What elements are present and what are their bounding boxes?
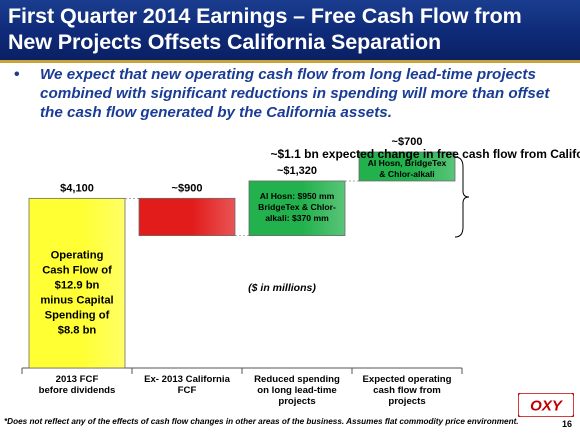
page-number: 16 [562, 419, 573, 429]
bullet-text: We expect that new operating cash flow f… [40, 66, 550, 121]
bullet-marker: • [14, 66, 20, 83]
bar-1 [28, 197, 126, 369]
slide-title-line-2: New Projects Offsets California Separati… [8, 30, 442, 54]
bar-inner-text-3: Al Hosn: $950 mm [260, 191, 335, 201]
bar-inner-text-1: Operating [51, 249, 104, 261]
slide-title: First Quarter 2014 Earnings – Free Cash … [8, 3, 578, 55]
bar-2 [138, 197, 236, 236]
side-note-line: ~$1.1 bn expected change in free cash fl… [270, 147, 580, 161]
bar-value-label-1: $4,100 [60, 182, 94, 194]
footnote: *Does not reflect any of the effects of … [4, 417, 519, 426]
slide-title-line-1: First Quarter 2014 Earnings – Free Cash … [8, 4, 522, 28]
units-note: ($ in millions) [248, 282, 316, 294]
bar-inner-text-1: $8.8 bn [58, 324, 97, 336]
title-bar: First Quarter 2014 Earnings – Free Cash … [0, 0, 580, 63]
x-tick-label-4: cash flow from [373, 385, 441, 396]
bar-inner-text-1: $12.9 bn [55, 279, 100, 291]
side-brace [454, 156, 470, 238]
bar-3 [248, 180, 346, 236]
x-tick-label-3: on long lead-time [257, 385, 336, 396]
x-tick-label-2: FCF [178, 385, 197, 396]
bar-inner-text-4: & Chlor-alkali [379, 169, 434, 179]
oxy-logo: OXY [518, 393, 574, 417]
bar-inner-text-3: alkali: $370 mm [265, 213, 329, 223]
bar-inner-text-3: BridgeTex & Chlor- [258, 202, 336, 212]
x-tick-label-3: Reduced spending [254, 374, 340, 385]
bar-value-label-3: ~$1,320 [277, 165, 317, 177]
bar-inner-text-1: Cash Flow of [42, 264, 112, 276]
x-tick-label-4: Expected operating [362, 374, 451, 385]
bar-inner-text-1: minus Capital [40, 294, 113, 306]
x-tick-label-2: Ex- 2013 California [144, 374, 231, 385]
bar-inner-text-4: Al Hosn, BridgeTex [368, 158, 447, 168]
bar-value-label-4: ~$700 [392, 136, 423, 148]
logo-text: OXY [530, 398, 564, 415]
bar-inner-text-1: Spending of [45, 309, 110, 321]
bar-4 [358, 151, 456, 182]
x-tick-label-4: projects [388, 396, 425, 407]
bar-value-label-2: ~$900 [172, 182, 203, 194]
x-tick-label-3: projects [278, 396, 315, 407]
x-tick-label-1: before dividends [39, 385, 116, 396]
x-tick-label-1: 2013 FCF [56, 374, 99, 385]
